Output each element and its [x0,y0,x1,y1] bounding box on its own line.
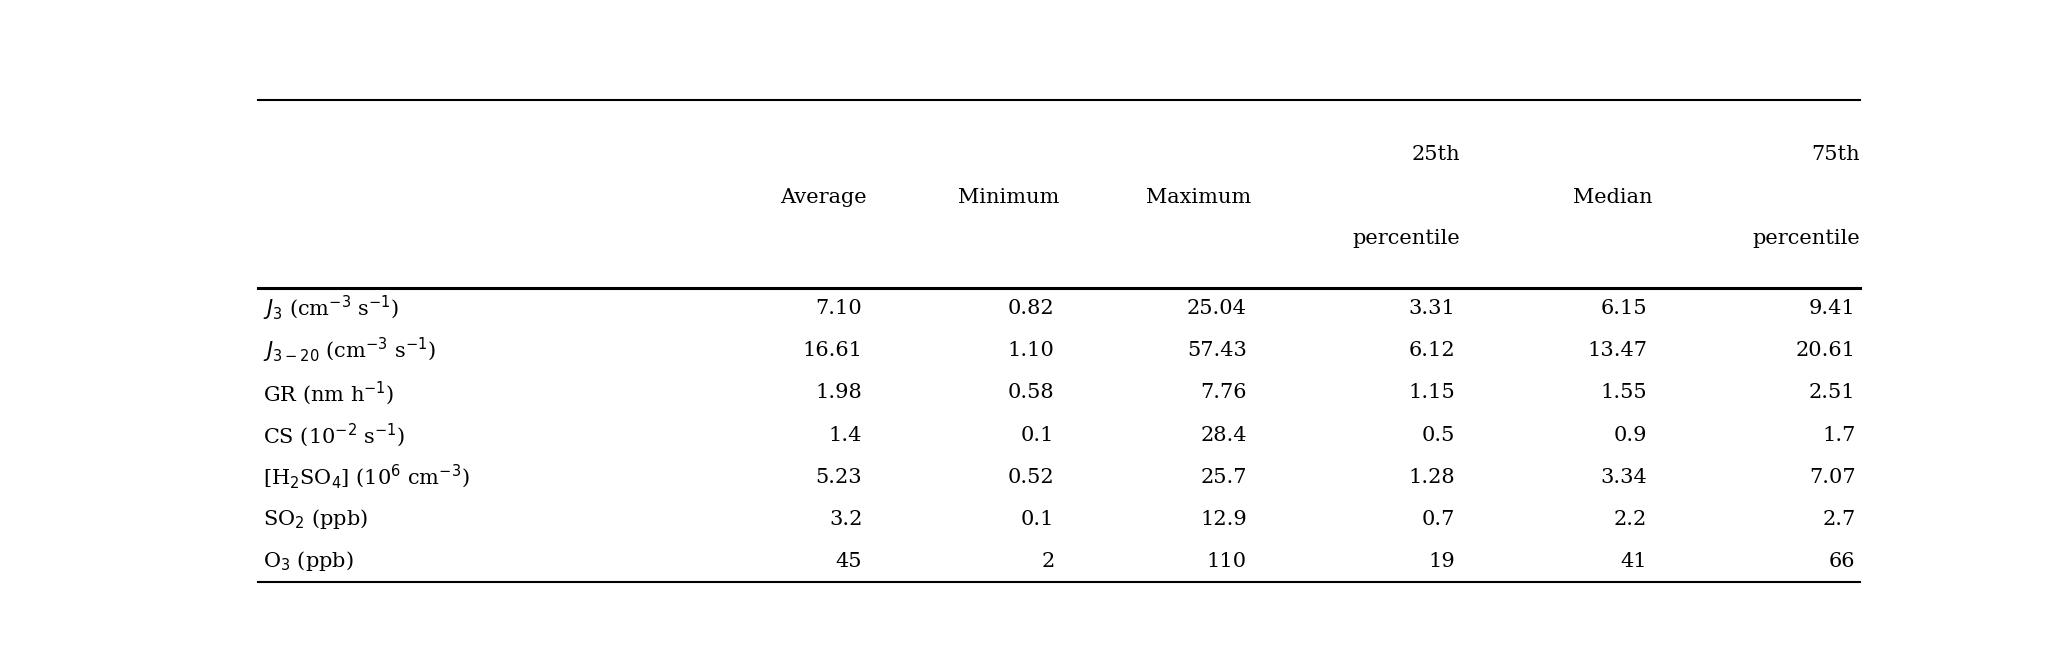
Text: 2: 2 [1042,552,1054,571]
Text: 41: 41 [1621,552,1647,571]
Text: 7.07: 7.07 [1809,468,1856,487]
Text: 75th: 75th [1811,145,1860,164]
Text: 19: 19 [1428,552,1455,571]
Text: 9.41: 9.41 [1809,299,1856,318]
Text: Average: Average [781,188,868,207]
Text: 0.1: 0.1 [1021,509,1054,529]
Text: 5.23: 5.23 [816,468,862,487]
Text: CS (10$^{-2}$ s$^{-1}$): CS (10$^{-2}$ s$^{-1}$) [263,421,405,449]
Text: $J_{3-20}$ (cm$^{-3}$ s$^{-1}$): $J_{3-20}$ (cm$^{-3}$ s$^{-1}$) [263,336,436,366]
Text: 1.28: 1.28 [1408,468,1455,487]
Text: 25.7: 25.7 [1201,468,1246,487]
Text: 3.34: 3.34 [1600,468,1647,487]
Text: 20.61: 20.61 [1796,341,1856,360]
Text: 2.7: 2.7 [1823,509,1856,529]
Text: 16.61: 16.61 [802,341,862,360]
Text: [H$_2$SO$_4$] (10$^6$ cm$^{-3}$): [H$_2$SO$_4$] (10$^6$ cm$^{-3}$) [263,463,469,492]
Text: 2.2: 2.2 [1614,509,1647,529]
Text: 110: 110 [1207,552,1246,571]
Text: 1.7: 1.7 [1823,426,1856,444]
Text: 66: 66 [1829,552,1856,571]
Text: 7.76: 7.76 [1201,384,1246,402]
Text: 13.47: 13.47 [1587,341,1647,360]
Text: O$_3$ (ppb): O$_3$ (ppb) [263,549,353,573]
Text: 1.15: 1.15 [1408,384,1455,402]
Text: 6.12: 6.12 [1408,341,1455,360]
Text: 1.55: 1.55 [1600,384,1647,402]
Text: 1.10: 1.10 [1007,341,1054,360]
Text: Median: Median [1573,188,1652,207]
Text: 7.10: 7.10 [816,299,862,318]
Text: Maximum: Maximum [1147,188,1251,207]
Text: 3.31: 3.31 [1408,299,1455,318]
Text: 1.4: 1.4 [829,426,862,444]
Text: 0.5: 0.5 [1422,426,1455,444]
Text: $J_3$ (cm$^{-3}$ s$^{-1}$): $J_3$ (cm$^{-3}$ s$^{-1}$) [263,294,399,323]
Text: 57.43: 57.43 [1186,341,1246,360]
Text: 0.82: 0.82 [1009,299,1054,318]
Text: 0.1: 0.1 [1021,426,1054,444]
Text: 25.04: 25.04 [1186,299,1246,318]
Text: Minimum: Minimum [957,188,1060,207]
Text: 0.9: 0.9 [1614,426,1647,444]
Text: percentile: percentile [1352,229,1459,248]
Text: 28.4: 28.4 [1201,426,1246,444]
Text: 0.52: 0.52 [1009,468,1054,487]
Text: percentile: percentile [1753,229,1860,248]
Text: 3.2: 3.2 [829,509,862,529]
Text: 0.58: 0.58 [1009,384,1054,402]
Text: 1.98: 1.98 [816,384,862,402]
Text: SO$_2$ (ppb): SO$_2$ (ppb) [263,507,368,531]
Text: 45: 45 [835,552,862,571]
Text: 6.15: 6.15 [1600,299,1647,318]
Text: 2.51: 2.51 [1809,384,1856,402]
Text: 12.9: 12.9 [1201,509,1246,529]
Text: 0.7: 0.7 [1422,509,1455,529]
Text: GR (nm h$^{-1}$): GR (nm h$^{-1}$) [263,379,395,407]
Text: 25th: 25th [1412,145,1459,164]
